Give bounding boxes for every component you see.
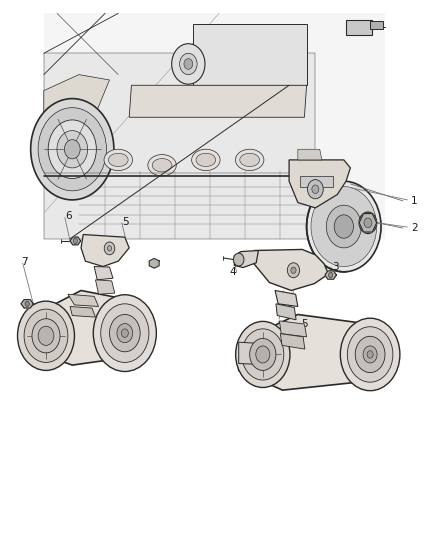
Polygon shape (44, 131, 96, 171)
Polygon shape (68, 294, 99, 306)
Bar (193, 24, 307, 85)
Polygon shape (300, 176, 333, 187)
Circle shape (250, 338, 276, 370)
Circle shape (326, 205, 361, 248)
Polygon shape (149, 259, 159, 268)
Polygon shape (298, 149, 322, 160)
Circle shape (101, 304, 149, 362)
Polygon shape (289, 160, 350, 208)
Circle shape (291, 267, 296, 273)
Text: 3: 3 (332, 262, 339, 271)
Text: 2: 2 (411, 223, 417, 232)
Polygon shape (95, 280, 115, 294)
Circle shape (38, 326, 54, 345)
Polygon shape (279, 321, 307, 337)
Circle shape (24, 309, 68, 362)
Circle shape (107, 246, 112, 251)
Circle shape (355, 336, 385, 373)
Circle shape (180, 53, 197, 75)
Polygon shape (81, 235, 129, 266)
Circle shape (307, 181, 381, 272)
Polygon shape (129, 85, 307, 117)
Polygon shape (359, 214, 377, 232)
Circle shape (256, 346, 270, 363)
Circle shape (287, 263, 300, 278)
Bar (346, 20, 372, 35)
Polygon shape (325, 271, 336, 279)
Circle shape (367, 351, 373, 358)
Circle shape (73, 238, 78, 244)
Ellipse shape (148, 155, 176, 176)
Circle shape (359, 212, 377, 233)
Circle shape (18, 301, 74, 370)
Text: 1: 1 (411, 196, 417, 206)
Circle shape (363, 346, 377, 363)
Circle shape (347, 327, 393, 382)
Polygon shape (239, 314, 383, 390)
Ellipse shape (240, 154, 259, 167)
Polygon shape (239, 342, 265, 365)
Text: 7: 7 (21, 257, 28, 267)
Circle shape (363, 216, 373, 229)
Circle shape (31, 99, 114, 200)
Polygon shape (234, 251, 258, 268)
Polygon shape (21, 300, 33, 308)
Polygon shape (20, 290, 145, 365)
Circle shape (93, 295, 156, 372)
Polygon shape (44, 75, 110, 128)
Circle shape (38, 108, 106, 191)
Circle shape (121, 329, 128, 337)
Circle shape (104, 242, 115, 255)
Circle shape (312, 185, 319, 193)
Polygon shape (44, 53, 315, 239)
Polygon shape (280, 334, 305, 349)
Polygon shape (44, 13, 385, 239)
Circle shape (334, 215, 353, 238)
Circle shape (311, 187, 377, 266)
Ellipse shape (235, 149, 264, 171)
Polygon shape (254, 249, 328, 290)
Text: 4: 4 (229, 267, 236, 277)
Circle shape (328, 272, 333, 278)
Circle shape (172, 44, 205, 84)
Circle shape (184, 59, 193, 69)
Circle shape (110, 314, 140, 352)
Ellipse shape (109, 154, 128, 167)
Text: 5: 5 (122, 217, 128, 227)
Text: 5: 5 (301, 319, 308, 328)
Ellipse shape (152, 159, 172, 172)
Ellipse shape (196, 154, 215, 167)
Polygon shape (370, 21, 383, 29)
Circle shape (236, 321, 290, 387)
Circle shape (340, 318, 400, 391)
Polygon shape (276, 304, 296, 320)
Ellipse shape (104, 149, 132, 171)
Polygon shape (94, 266, 113, 280)
Circle shape (307, 180, 323, 199)
Circle shape (242, 329, 284, 380)
Circle shape (64, 140, 80, 159)
Polygon shape (70, 237, 81, 245)
Circle shape (233, 253, 244, 266)
Circle shape (32, 319, 60, 353)
Text: 6: 6 (65, 212, 71, 221)
Ellipse shape (191, 149, 220, 171)
Polygon shape (275, 290, 298, 306)
Circle shape (364, 218, 372, 228)
Circle shape (117, 324, 133, 343)
Polygon shape (70, 306, 95, 317)
Circle shape (48, 120, 96, 179)
Circle shape (25, 301, 29, 306)
Circle shape (57, 131, 88, 168)
